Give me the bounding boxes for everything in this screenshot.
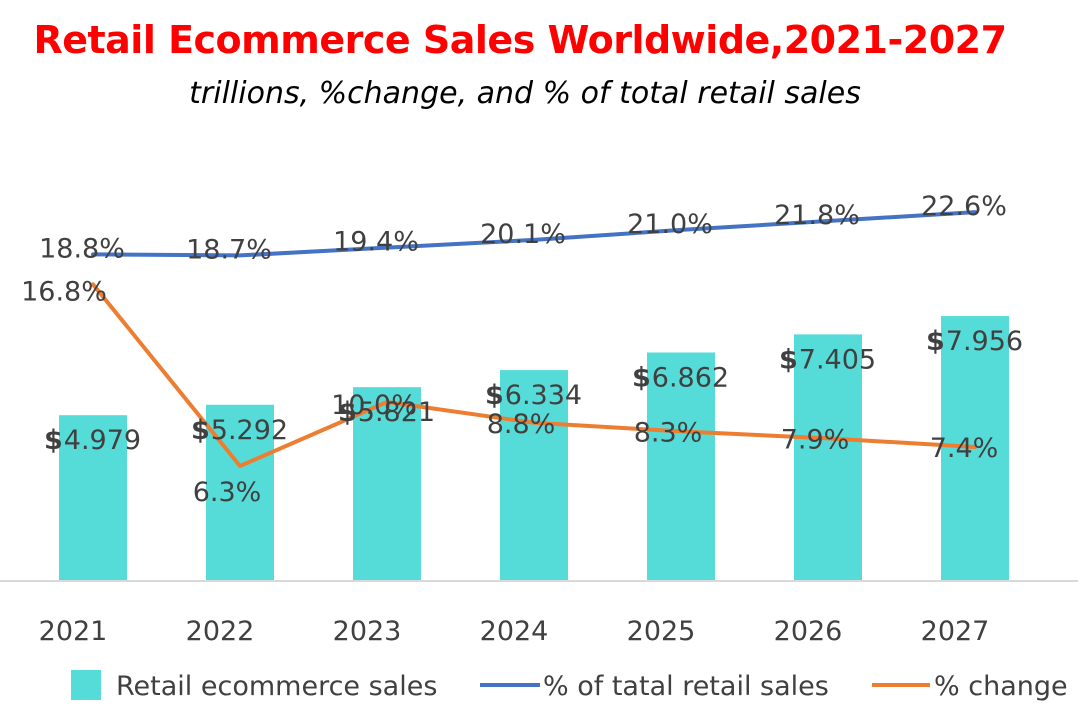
bar-2024 [500, 370, 568, 581]
x-tick-labels: 2021 2022 2023 2024 2025 2026 2027 [39, 616, 990, 647]
bar-2021 [59, 415, 127, 581]
legend-label-share: % of tatal retail sales [543, 671, 829, 702]
bar-value-label-2021: $4.979 [44, 425, 141, 456]
bar-value: 7.405 [799, 344, 876, 375]
bar-value: 5.292 [211, 415, 288, 446]
bar-2023 [353, 387, 421, 581]
x-tick-2021: 2021 [39, 616, 108, 647]
bar-value: 7.956 [946, 326, 1023, 357]
share-label-2025: 21.0% [627, 209, 713, 240]
bar-value: 6.334 [505, 380, 582, 411]
currency-symbol: $ [779, 344, 798, 375]
share-label-2027: 22.6% [921, 191, 1007, 222]
share-label-2026: 21.8% [774, 200, 860, 231]
bar-value-label-2023: $5.821 [338, 397, 435, 428]
currency-symbol: $ [485, 380, 504, 411]
share-label-2021: 18.8% [39, 233, 125, 264]
share-of-total-line [91, 210, 977, 258]
bar-2025 [647, 352, 715, 581]
change-label-2023: 10.0% [331, 390, 417, 421]
legend-label-change: % change [934, 671, 1068, 702]
bar-value-label-2024: $6.334 [485, 380, 582, 411]
bar-value: 5.821 [358, 397, 435, 428]
legend-label-sales: Retail ecommerce sales [116, 671, 437, 702]
x-tick-2023: 2023 [333, 616, 402, 647]
currency-symbol: $ [191, 415, 210, 446]
chart-subtitle: trillions, %change, and % of total retai… [189, 76, 861, 111]
x-tick-2024: 2024 [480, 616, 549, 647]
percent-change-line [91, 282, 977, 469]
currency-symbol: $ [338, 397, 357, 428]
chart-title: Retail Ecommerce Sales Worldwide,2021-20… [33, 18, 1007, 62]
change-label-2024: 8.8% [487, 409, 556, 440]
bar-value-label-2025: $6.862 [632, 362, 729, 393]
legend: Retail ecommerce sales % of tatal retail … [71, 670, 1068, 702]
bar-2022 [206, 404, 274, 581]
legend-swatch-sales [71, 670, 101, 700]
bar-value: 4.979 [64, 425, 141, 456]
bar-value-label-2026: $7.405 [779, 344, 876, 375]
currency-symbol: $ [632, 362, 651, 393]
share-label-2024: 20.1% [480, 219, 566, 250]
bar-value: 6.862 [652, 362, 729, 393]
x-tick-2022: 2022 [186, 616, 255, 647]
change-label-2027: 7.4% [930, 433, 999, 464]
share-label-2022: 18.7% [186, 234, 272, 265]
bars-layer [59, 316, 1009, 581]
x-tick-2026: 2026 [774, 616, 843, 647]
bar-value-label-2022: $5.292 [191, 415, 288, 446]
change-label-2021: 16.8% [21, 276, 107, 307]
currency-symbol: $ [44, 425, 63, 456]
change-label-2022: 6.3% [193, 477, 262, 508]
bar-2026 [794, 334, 862, 581]
bar-value-label-2027: $7.956 [926, 326, 1023, 357]
change-label-2026: 7.9% [781, 424, 850, 455]
share-label-2023: 19.4% [333, 227, 419, 258]
change-label-2025: 8.3% [634, 417, 703, 448]
x-tick-2025: 2025 [627, 616, 696, 647]
x-tick-2027: 2027 [921, 616, 990, 647]
labels-layer: $4.979 $5.292$5.821$6.334$6.862$7.405$7.9… [21, 191, 1023, 508]
currency-symbol: $ [926, 326, 945, 357]
lines-layer [91, 210, 977, 469]
